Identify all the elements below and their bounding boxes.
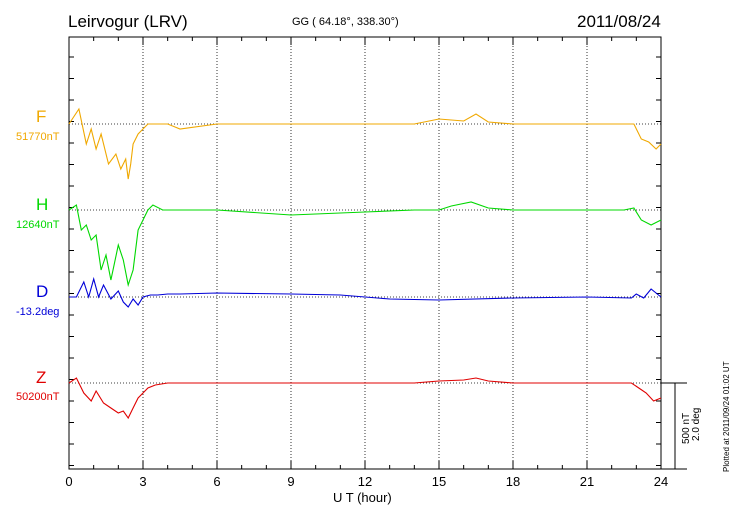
x-tick-label: 18	[506, 474, 520, 489]
x-tick-label: 6	[213, 474, 220, 489]
series-baseline-z: 50200nT	[16, 391, 60, 403]
scale-bar-angle-label: 2.0 deg	[691, 407, 702, 441]
chart-date: 2011/08/24	[577, 12, 661, 31]
station-coordinates: GG ( 64.18°, 338.30°)	[292, 16, 399, 28]
series-line-z	[68, 377, 662, 420]
series-baseline-f: 51770nT	[16, 131, 60, 143]
x-tick-label: 12	[358, 474, 372, 489]
series-label-d: D	[36, 282, 49, 301]
series-label-f: F	[36, 107, 47, 126]
x-tick-label: 24	[654, 474, 668, 489]
x-axis-label: U T (hour)	[333, 490, 392, 505]
plotted-timestamp: Plotted at 2011/09/24 01:02 UT	[722, 361, 730, 472]
series-line-d	[69, 276, 662, 308]
series-label-h: H	[36, 195, 49, 214]
x-tick-label: 21	[580, 474, 594, 489]
series-baseline-h: 12640nT	[16, 219, 60, 231]
x-tick-label: 15	[432, 474, 446, 489]
x-tick-label: 3	[139, 474, 146, 489]
series-line-f	[68, 107, 662, 180]
series-baseline-d: -13.2deg	[16, 306, 60, 318]
x-tick-label: 0	[65, 474, 72, 489]
station-name: Leirvogur (LRV)	[68, 12, 188, 31]
x-tick-label: 9	[287, 474, 294, 489]
series-line-h	[68, 201, 662, 288]
series-label-z: Z	[36, 368, 47, 387]
